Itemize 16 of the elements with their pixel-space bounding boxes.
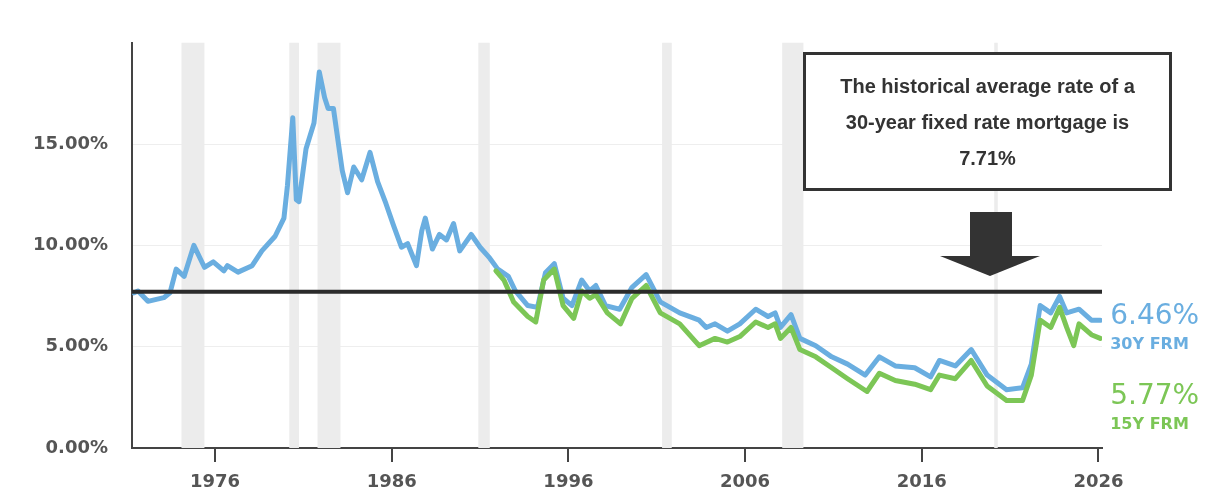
- y-tick-label: 5.00%: [45, 334, 108, 356]
- annotation: The historical average rate of a 30-year fixed rate mortgage is 7.71%: [839, 73, 1136, 171]
- x-tick-label: 1976: [189, 470, 241, 492]
- annotation: 6.46%: [1110, 298, 1200, 332]
- series-label: 30Y FRM: [1110, 334, 1189, 354]
- text-box: The historical average rate of a 30-year fixed rate mortgage is 7.71%: [803, 52, 1172, 191]
- x-tick-label: 1986: [366, 470, 417, 492]
- annotation: 5.77%: [1110, 378, 1200, 412]
- y-tick-label: 10.00%: [33, 233, 108, 255]
- y-tick-label: 15.00%: [33, 131, 108, 153]
- x-tick-label: 1996: [543, 470, 594, 492]
- x-tick-label: 2026: [1073, 470, 1124, 492]
- text: 15Y FRM: [1110, 414, 1189, 434]
- x-tick-label: 2006: [720, 470, 771, 492]
- x-tick-label: 2016: [896, 470, 947, 492]
- y-tick-label: 0.00%: [45, 435, 108, 457]
